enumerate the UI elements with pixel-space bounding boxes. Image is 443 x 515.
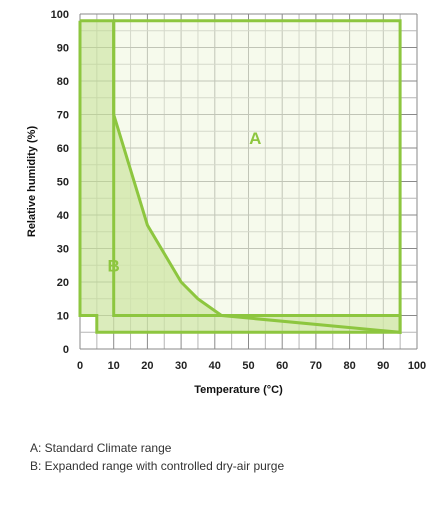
y-tick-label: 30 [57, 244, 69, 256]
regions [78, 19, 402, 334]
legend-item-a: A: Standard Climate range [30, 441, 172, 455]
region-label-b: B [108, 256, 120, 275]
y-axis-title: Relative humidity (%) [26, 126, 38, 238]
legend-item-b: B: Expanded range with controlled dry-ai… [30, 459, 285, 473]
x-tick-label: 20 [141, 360, 153, 372]
region-labels: AB [108, 129, 262, 275]
x-tick-label: 90 [377, 360, 389, 372]
y-tick-label: 10 [57, 311, 69, 323]
y-tick-label: 60 [57, 143, 69, 155]
y-tick-label: 90 [57, 43, 69, 55]
legend: A: Standard Climate range B: Expanded ra… [30, 441, 284, 473]
y-tick-label: 0 [63, 344, 69, 356]
x-tick-label: 0 [77, 360, 83, 372]
x-axis-title: Temperature (°C) [194, 384, 283, 396]
x-tick-label: 100 [408, 360, 426, 372]
y-tick-label: 20 [57, 277, 69, 289]
x-tick-label: 80 [343, 360, 355, 372]
region-a-boundary [112, 19, 402, 334]
y-tick-label: 80 [57, 76, 69, 88]
region-b-boundary [78, 19, 402, 334]
y-tick-label: 50 [57, 177, 69, 189]
x-tick-label: 70 [310, 360, 322, 372]
climate-range-chart: 0 10 20 30 40 50 60 70 80 90 100 0 10 20 30 40 50 60 70 80 9… [26, 9, 427, 396]
x-tick-label: 10 [108, 360, 120, 372]
region-b-fill [80, 20, 401, 333]
region-a-fill [113, 20, 401, 333]
x-tick-label: 50 [242, 360, 254, 372]
y-tick-label: 40 [57, 210, 69, 222]
y-tick-label: 100 [51, 9, 69, 21]
x-tick-label: 40 [209, 360, 221, 372]
x-tick-label: 60 [276, 360, 288, 372]
region-label-a: A [249, 129, 261, 148]
x-tick-label: 30 [175, 360, 187, 372]
ticks: 0 10 20 30 40 50 60 70 80 90 100 0 10 20 30 40 50 60 70 80 9… [51, 9, 427, 372]
y-tick-label: 70 [57, 110, 69, 122]
